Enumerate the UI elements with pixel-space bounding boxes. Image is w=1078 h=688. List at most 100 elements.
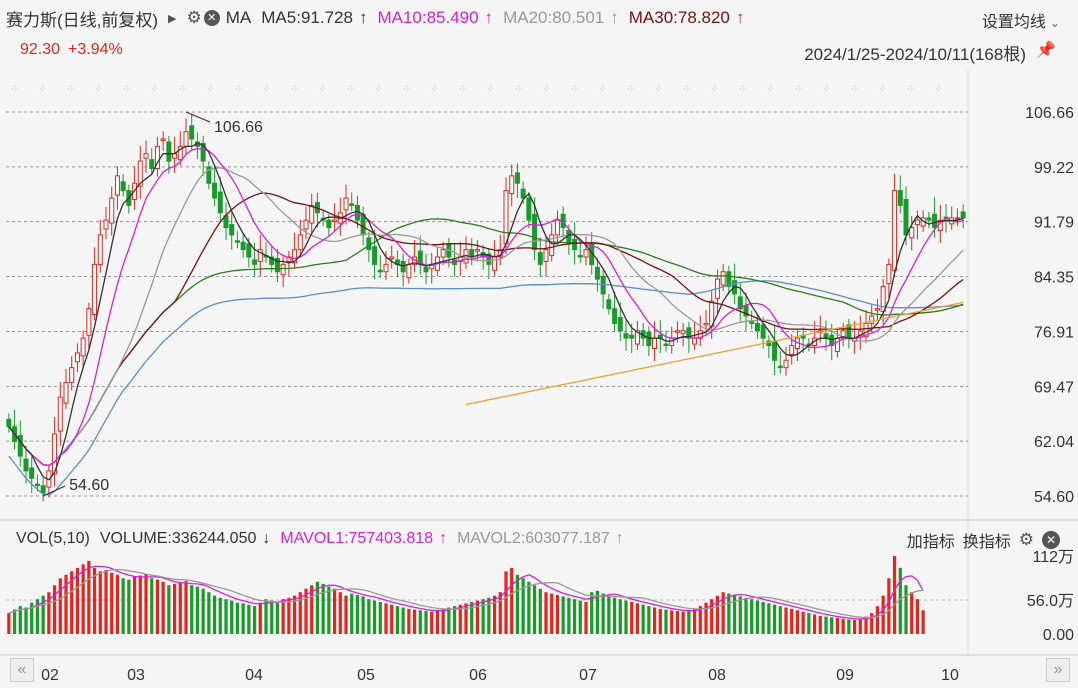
volume-bar [824, 616, 828, 634]
volume-bar [607, 595, 611, 634]
close-icon[interactable]: ✕ [1042, 531, 1060, 549]
volume-bar [847, 619, 851, 634]
candle-body [846, 324, 852, 339]
volume-bar [390, 604, 394, 634]
volume-bar [504, 571, 508, 634]
volume-bar [555, 595, 560, 634]
volume-bar [470, 601, 474, 634]
price-tick-label: 99.22 [1034, 160, 1074, 177]
candle-body [629, 334, 635, 339]
candle-body [86, 308, 92, 336]
candle-body [189, 125, 195, 140]
event-marker: ⁘ [122, 84, 130, 95]
candle-body [634, 330, 640, 345]
candle-body [34, 483, 40, 487]
volume-bar [355, 595, 360, 634]
candle-body [29, 467, 35, 479]
ma10-line [8, 147, 964, 467]
candle-body [354, 204, 360, 221]
candle-body [954, 217, 960, 220]
event-marker: ⁘ [850, 84, 858, 95]
candle-body [389, 256, 395, 259]
close-icon[interactable]: ✕ [203, 10, 220, 26]
candle-body [623, 333, 629, 339]
candle-body [760, 324, 766, 339]
candle-body [932, 213, 938, 229]
volume-bar [578, 600, 582, 634]
volume-bar [190, 585, 194, 634]
candle-body [663, 343, 669, 347]
candle-body [680, 330, 686, 335]
candle-body [349, 203, 355, 206]
event-marker: ⁘ [38, 84, 46, 95]
volume-bar [750, 599, 754, 634]
candle-body [617, 316, 623, 332]
vol-label: VOL(5,10) [16, 530, 90, 547]
candle-body [17, 435, 23, 457]
scroll-left-button[interactable]: « [10, 658, 34, 682]
candle-body [772, 342, 778, 361]
gear-icon[interactable]: ⚙ [186, 8, 202, 27]
volume-bar [721, 592, 725, 634]
add-indicator-button[interactable]: 加指标 [906, 534, 955, 551]
quote-bar: 92.30 +3.94% [0, 38, 1078, 62]
candle-body [252, 259, 258, 265]
volume-bar [167, 585, 171, 634]
candle-body [909, 227, 915, 239]
volume-bar [18, 606, 22, 634]
month-label: 10 [941, 667, 959, 684]
volume-bar [281, 599, 285, 634]
volume-value: VOLUME:336244.050 [99, 530, 257, 547]
volume-bar [47, 592, 51, 634]
candle-body [229, 224, 235, 236]
month-label: 06 [469, 667, 487, 684]
pin-icon[interactable]: 📌 [1036, 42, 1056, 59]
month-label: 08 [708, 667, 726, 684]
candle-body [114, 175, 120, 196]
volume-bar [778, 606, 782, 634]
event-marker: ⁘ [822, 84, 830, 95]
ma-settings-button[interactable]: 设置均线 ⌄ [982, 8, 1060, 32]
ma120-line [8, 280, 964, 496]
candle-body [57, 396, 63, 432]
volume-bar [178, 582, 182, 634]
volume-bar [550, 593, 554, 634]
month-label: 03 [127, 667, 145, 684]
event-marker: ⁘ [66, 84, 74, 95]
volume-bar [372, 600, 377, 634]
volume-bar [887, 578, 891, 634]
scroll-right-button[interactable]: » [1046, 658, 1070, 682]
candle-body [880, 286, 886, 313]
mavol1-arrow-icon: ↑ [439, 530, 448, 547]
mavol2-line [8, 568, 924, 619]
volume-bar [561, 596, 565, 634]
event-marker: ⁘ [738, 84, 746, 95]
chevron-down-icon: ⌄ [1049, 16, 1060, 30]
candle-body [926, 217, 932, 221]
volume-bar [532, 585, 537, 634]
volume-bar [92, 567, 97, 634]
candle-body [103, 219, 109, 230]
volume-bar [384, 603, 388, 634]
date-range[interactable]: 2024/1/25-2024/10/11(168根) [804, 45, 1026, 64]
candle-body [834, 337, 840, 352]
volume-bar [921, 610, 925, 634]
stock-title[interactable]: 赛力斯(日线,前复权) [6, 10, 159, 30]
high-annotation: 106.66 [214, 119, 263, 136]
gear-icon[interactable]: ⚙ [1018, 530, 1034, 549]
volume-bar [681, 611, 685, 634]
volume-bar [275, 601, 280, 634]
candle-body [269, 256, 275, 265]
expand-triangle-icon[interactable]: ▶ [168, 12, 177, 25]
switch-indicator-button[interactable]: 换指标 [962, 534, 1011, 551]
volume-bar [121, 578, 125, 634]
candle-body [686, 327, 692, 339]
volume-bar [7, 613, 11, 634]
candle-body [783, 359, 789, 369]
candle-body [52, 433, 58, 475]
candle-body [789, 345, 795, 355]
candle-body [669, 337, 675, 347]
candle-body [737, 296, 743, 310]
volume-bar [264, 599, 268, 634]
